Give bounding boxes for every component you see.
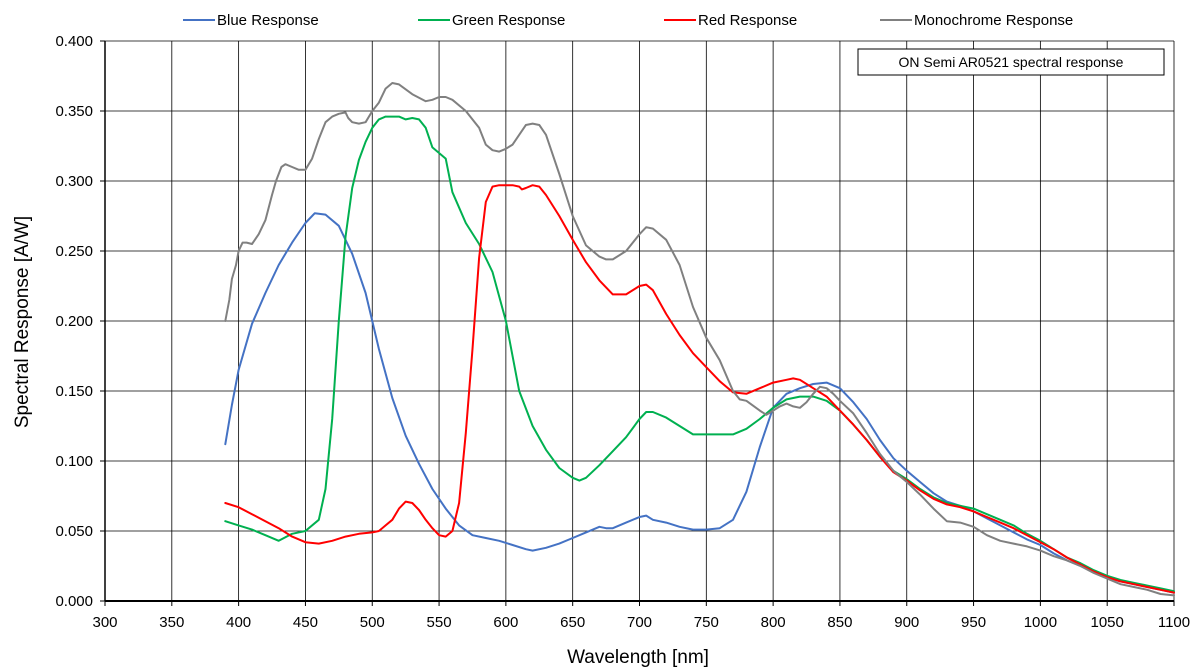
series-line-green-response: [224, 115, 1175, 593]
x-tick-label: 650: [560, 614, 585, 631]
x-tick-label: 600: [493, 614, 518, 631]
x-tick-label: 900: [894, 614, 919, 631]
x-tick-label: 700: [627, 614, 652, 631]
x-tick-label: 400: [226, 614, 251, 631]
legend-label: Monochrome Response: [914, 12, 1073, 29]
x-tick-label: 550: [427, 614, 452, 631]
y-tick-label: 0.150: [55, 383, 93, 400]
legend-label: Blue Response: [217, 12, 319, 29]
x-tick-label: 1100: [1158, 614, 1190, 631]
x-tick-labels: 300 350 400 450 500 550 600 650 700 750 800 850 900 9…: [92, 614, 1190, 631]
series-line-red-response: [224, 184, 1175, 594]
x-tick-label: 450: [293, 614, 318, 631]
legend-entry: Red Response: [664, 12, 797, 29]
x-tick-label: 800: [761, 614, 786, 631]
y-tick-label: 0.400: [55, 33, 93, 50]
x-tick-label: 350: [159, 614, 184, 631]
x-tick-label: 750: [694, 614, 719, 631]
legend-entry: Green Response: [418, 12, 565, 29]
series-line-blue-response: [224, 212, 1175, 594]
x-tick-label: 300: [92, 614, 117, 631]
y-axis-title: Spectral Response [A/W]: [12, 216, 33, 428]
x-tick-label: 1000: [1024, 614, 1057, 631]
series-line-monochrome-response: [224, 82, 1175, 597]
x-tick-label: 950: [961, 614, 986, 631]
legend-entry: Monochrome Response: [880, 12, 1073, 29]
y-tick-label: 0.300: [55, 173, 93, 190]
legend: Blue Response Green Response Red Response M…: [183, 12, 1073, 29]
series-layer: [224, 82, 1175, 597]
y-tick-label: 0.250: [55, 243, 93, 260]
y-tick-label: 0.000: [55, 593, 93, 610]
x-tick-label: 850: [827, 614, 852, 631]
annotation-border: [857, 48, 1165, 76]
annotation-text: ON Semi AR0521 spectral response: [899, 54, 1124, 70]
x-axis-title: Wavelength [nm]: [567, 647, 709, 668]
y-tick-label: 0.100: [55, 453, 93, 470]
axes: [100, 40, 1175, 606]
annotation-box: ON Semi AR0521 spectral response: [857, 48, 1165, 76]
y-tick-label: 0.050: [55, 523, 93, 540]
x-tick-label: 500: [360, 614, 385, 631]
legend-entry: Blue Response: [183, 12, 319, 29]
legend-label: Red Response: [698, 12, 797, 29]
x-tick-label: 1050: [1091, 614, 1124, 631]
y-tick-labels: 0.000 0.050 0.100 0.150 0.200 0.250 0.300 0.350…: [55, 33, 93, 610]
y-tick-label: 0.350: [55, 103, 93, 120]
y-tick-label: 0.200: [55, 313, 93, 330]
legend-label: Green Response: [452, 12, 565, 29]
